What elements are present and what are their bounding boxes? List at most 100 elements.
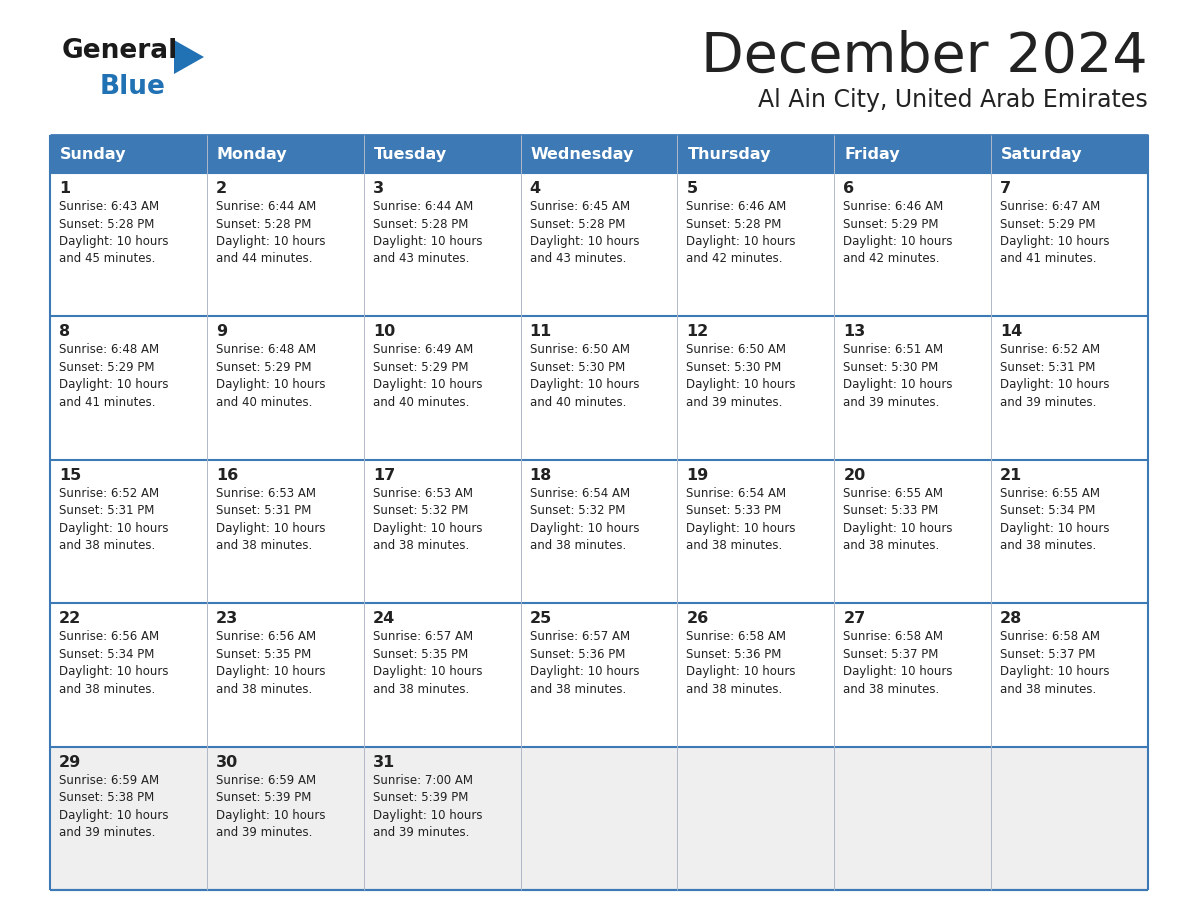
Bar (520, 173, 677, 317)
Text: Daylight: 10 hours: Daylight: 10 hours (687, 378, 796, 391)
Text: Sunrise: 6:59 AM: Sunrise: 6:59 AM (59, 774, 159, 787)
Text: Sunset: 5:33 PM: Sunset: 5:33 PM (843, 504, 939, 518)
Text: 30: 30 (216, 755, 238, 769)
Bar (50, 746, 207, 890)
Text: and 38 minutes.: and 38 minutes. (59, 539, 156, 553)
Text: 17: 17 (373, 468, 394, 483)
Text: Monday: Monday (217, 147, 287, 162)
Text: 13: 13 (843, 324, 866, 340)
Text: 7: 7 (1000, 181, 1011, 196)
Text: and 38 minutes.: and 38 minutes. (216, 539, 312, 553)
Bar (991, 173, 1148, 317)
Bar (834, 460, 991, 603)
Bar (364, 746, 520, 890)
Text: and 40 minutes.: and 40 minutes. (530, 396, 626, 409)
Text: 31: 31 (373, 755, 394, 769)
Text: 11: 11 (530, 324, 551, 340)
Text: December 2024: December 2024 (701, 30, 1148, 84)
Bar (991, 603, 1148, 746)
Text: Sunset: 5:30 PM: Sunset: 5:30 PM (687, 361, 782, 374)
Text: Daylight: 10 hours: Daylight: 10 hours (216, 666, 326, 678)
Text: and 40 minutes.: and 40 minutes. (373, 396, 469, 409)
Text: 14: 14 (1000, 324, 1023, 340)
Text: Daylight: 10 hours: Daylight: 10 hours (216, 378, 326, 391)
Text: Saturday: Saturday (1001, 147, 1082, 162)
Text: and 38 minutes.: and 38 minutes. (530, 683, 626, 696)
Text: Sunrise: 6:44 AM: Sunrise: 6:44 AM (216, 200, 316, 213)
Text: Sunset: 5:35 PM: Sunset: 5:35 PM (373, 648, 468, 661)
Text: and 40 minutes.: and 40 minutes. (216, 396, 312, 409)
Text: Friday: Friday (845, 147, 901, 162)
Bar (520, 603, 677, 746)
Text: and 38 minutes.: and 38 minutes. (373, 539, 469, 553)
Text: 20: 20 (843, 468, 866, 483)
Text: Sunset: 5:31 PM: Sunset: 5:31 PM (1000, 361, 1095, 374)
Text: 3: 3 (373, 181, 384, 196)
Text: 24: 24 (373, 611, 394, 626)
Bar (364, 603, 520, 746)
Text: 19: 19 (687, 468, 709, 483)
Text: Daylight: 10 hours: Daylight: 10 hours (843, 666, 953, 678)
Text: Sunset: 5:29 PM: Sunset: 5:29 PM (373, 361, 468, 374)
Bar (677, 746, 834, 890)
Text: Sunrise: 6:56 AM: Sunrise: 6:56 AM (216, 630, 316, 644)
Text: Sunrise: 6:56 AM: Sunrise: 6:56 AM (59, 630, 159, 644)
Text: and 39 minutes.: and 39 minutes. (1000, 396, 1097, 409)
Text: and 38 minutes.: and 38 minutes. (530, 539, 626, 553)
Text: Daylight: 10 hours: Daylight: 10 hours (373, 378, 482, 391)
Text: Daylight: 10 hours: Daylight: 10 hours (530, 378, 639, 391)
Text: Sunrise: 6:50 AM: Sunrise: 6:50 AM (530, 343, 630, 356)
Text: Sunrise: 6:50 AM: Sunrise: 6:50 AM (687, 343, 786, 356)
Text: Sunrise: 6:53 AM: Sunrise: 6:53 AM (216, 487, 316, 499)
Polygon shape (173, 40, 204, 74)
Text: and 38 minutes.: and 38 minutes. (373, 683, 469, 696)
Text: Sunset: 5:28 PM: Sunset: 5:28 PM (59, 218, 154, 230)
Bar (364, 460, 520, 603)
Bar (364, 173, 520, 317)
Text: Daylight: 10 hours: Daylight: 10 hours (1000, 666, 1110, 678)
Text: Sunset: 5:39 PM: Sunset: 5:39 PM (216, 791, 311, 804)
Text: Daylight: 10 hours: Daylight: 10 hours (216, 809, 326, 822)
Text: Sunset: 5:34 PM: Sunset: 5:34 PM (59, 648, 154, 661)
Text: 1: 1 (59, 181, 70, 196)
Text: and 42 minutes.: and 42 minutes. (843, 252, 940, 265)
Text: Sunset: 5:39 PM: Sunset: 5:39 PM (373, 791, 468, 804)
Text: and 41 minutes.: and 41 minutes. (59, 396, 156, 409)
Text: and 39 minutes.: and 39 minutes. (373, 826, 469, 839)
Text: and 39 minutes.: and 39 minutes. (843, 396, 940, 409)
Bar (677, 460, 834, 603)
Bar (520, 746, 677, 890)
Text: and 38 minutes.: and 38 minutes. (59, 683, 156, 696)
Text: Sunset: 5:33 PM: Sunset: 5:33 PM (687, 504, 782, 518)
Text: Sunrise: 6:48 AM: Sunrise: 6:48 AM (59, 343, 159, 356)
Text: Sunset: 5:29 PM: Sunset: 5:29 PM (843, 218, 939, 230)
Text: Sunset: 5:28 PM: Sunset: 5:28 PM (373, 218, 468, 230)
Text: Daylight: 10 hours: Daylight: 10 hours (59, 666, 169, 678)
Text: and 42 minutes.: and 42 minutes. (687, 252, 783, 265)
Text: Sunrise: 6:49 AM: Sunrise: 6:49 AM (373, 343, 473, 356)
Text: Sunset: 5:36 PM: Sunset: 5:36 PM (687, 648, 782, 661)
Text: 6: 6 (843, 181, 854, 196)
Text: Sunrise: 6:55 AM: Sunrise: 6:55 AM (1000, 487, 1100, 499)
Bar (834, 746, 991, 890)
Text: Daylight: 10 hours: Daylight: 10 hours (373, 809, 482, 822)
Text: Sunrise: 6:58 AM: Sunrise: 6:58 AM (843, 630, 943, 644)
Text: and 45 minutes.: and 45 minutes. (59, 252, 156, 265)
Text: Sunset: 5:30 PM: Sunset: 5:30 PM (843, 361, 939, 374)
Text: Al Ain City, United Arab Emirates: Al Ain City, United Arab Emirates (758, 88, 1148, 112)
Text: Thursday: Thursday (688, 147, 771, 162)
Bar (520, 317, 677, 460)
Bar (834, 317, 991, 460)
Text: and 39 minutes.: and 39 minutes. (687, 396, 783, 409)
Text: and 38 minutes.: and 38 minutes. (1000, 683, 1097, 696)
Text: Daylight: 10 hours: Daylight: 10 hours (687, 235, 796, 248)
Text: Daylight: 10 hours: Daylight: 10 hours (59, 378, 169, 391)
Text: 16: 16 (216, 468, 238, 483)
Text: and 38 minutes.: and 38 minutes. (843, 683, 940, 696)
Text: Daylight: 10 hours: Daylight: 10 hours (1000, 521, 1110, 535)
Text: 21: 21 (1000, 468, 1023, 483)
Text: Sunrise: 6:47 AM: Sunrise: 6:47 AM (1000, 200, 1100, 213)
Bar (677, 603, 834, 746)
Bar (50, 317, 207, 460)
Text: Sunrise: 6:55 AM: Sunrise: 6:55 AM (843, 487, 943, 499)
